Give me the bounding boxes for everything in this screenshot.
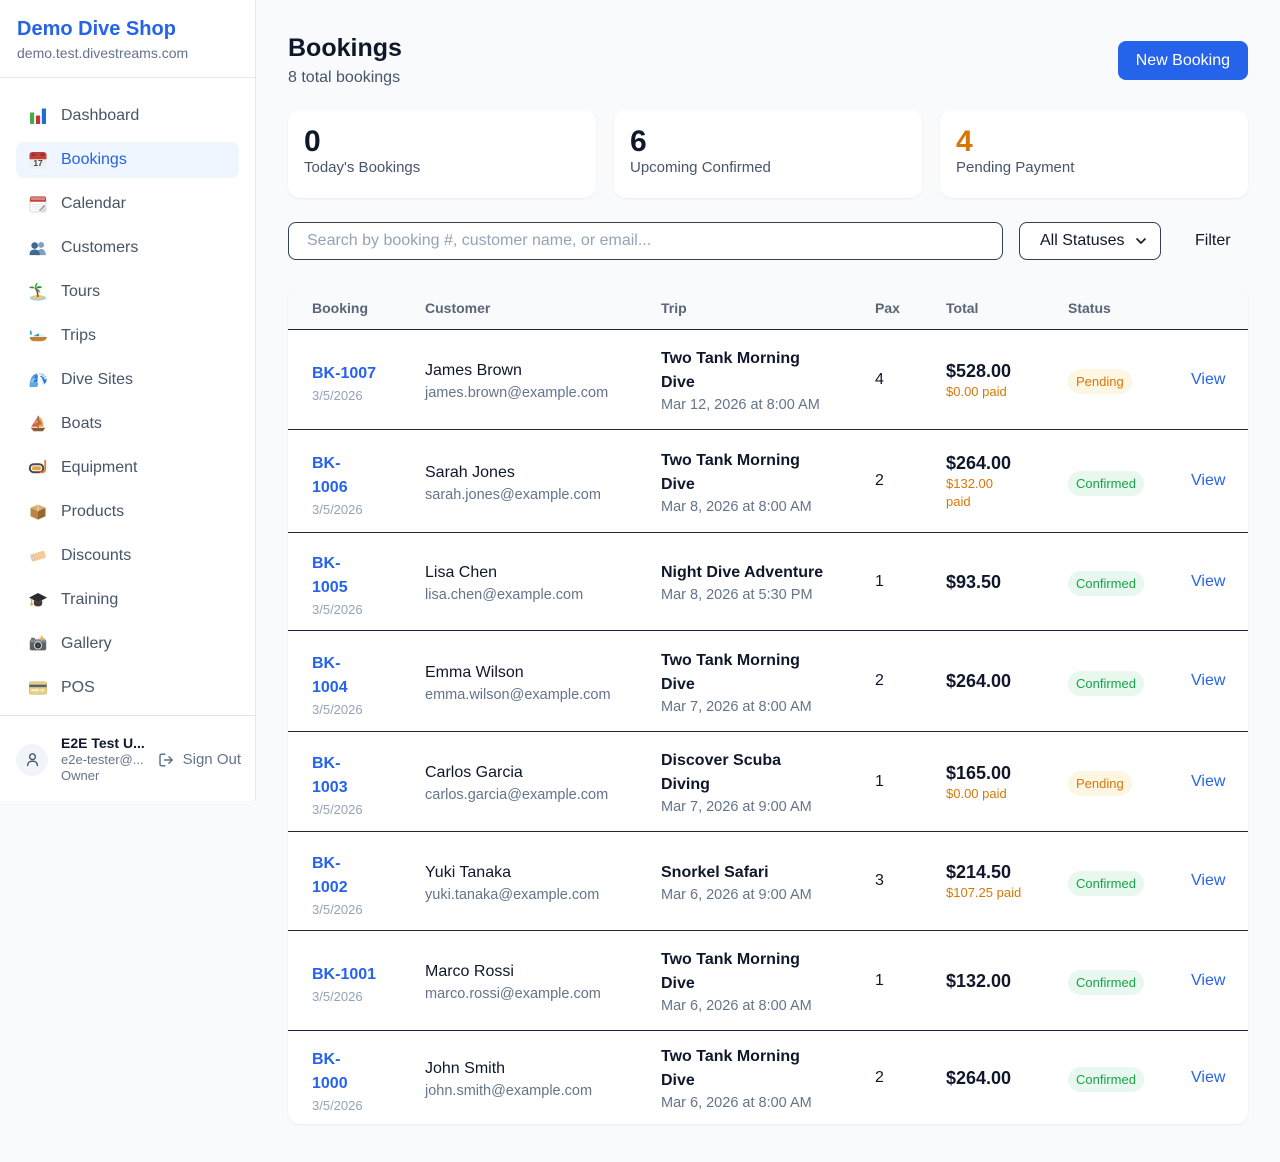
svg-text:17: 17 xyxy=(33,158,43,168)
